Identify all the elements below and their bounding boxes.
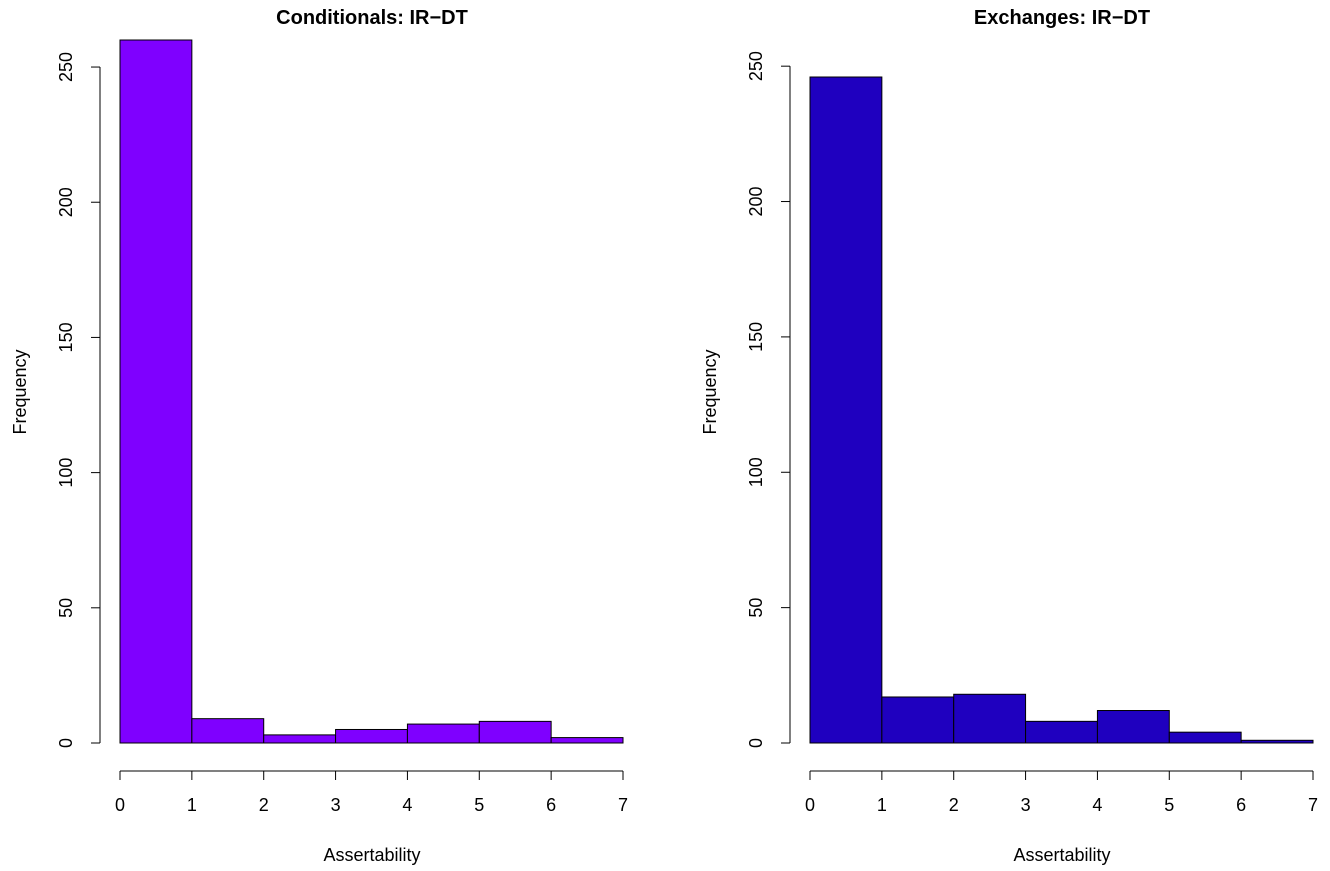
y-axis: 0 50 100 150 200 250: [56, 52, 101, 748]
y-axis: 0 50 100 150 200 250: [746, 51, 791, 748]
histogram-bar: [1240, 739, 1314, 744]
x-axis-label: Assertability: [323, 845, 420, 865]
y-axis-label: Frequency: [10, 349, 30, 434]
panel-exchanges: Exchanges: IR−DT Assertability Frequency…: [700, 7, 1318, 865]
panel-conditionals: Conditionals: IR−DT Assertability Freque…: [10, 7, 628, 865]
x-tick-label: 7: [1308, 795, 1318, 815]
x-tick-label: 0: [115, 795, 125, 815]
chart-title: Exchanges: IR−DT: [974, 7, 1150, 29]
bars: [809, 76, 1314, 744]
y-tick-label: 50: [746, 598, 766, 618]
y-tick-label: 150: [746, 322, 766, 352]
x-tick-label: 6: [546, 795, 556, 815]
y-tick-label: 200: [56, 187, 76, 217]
x-tick-label: 4: [402, 795, 412, 815]
x-axis-label: Assertability: [1013, 845, 1110, 865]
y-tick-label: 100: [746, 457, 766, 487]
histogram-bar: [478, 720, 552, 744]
histogram-bar: [1096, 710, 1170, 744]
y-tick-label: 100: [56, 458, 76, 488]
histogram-bar: [406, 723, 480, 744]
histogram-bar: [1025, 720, 1098, 744]
x-tick-label: 3: [1021, 795, 1031, 815]
y-tick-label: 150: [56, 322, 76, 352]
histogram-bar: [263, 734, 337, 744]
histogram-bar: [953, 693, 1027, 744]
x-tick-label: 5: [1164, 795, 1174, 815]
histogram-bar: [809, 76, 883, 744]
bars: [119, 39, 624, 744]
y-axis-label: Frequency: [700, 349, 720, 434]
x-axis: 0 1 2 3 4 5 6 7: [115, 770, 628, 815]
x-tick-label: 4: [1092, 795, 1102, 815]
histogram-bar: [1168, 731, 1242, 744]
x-tick-label: 7: [618, 795, 628, 815]
histogram-bar: [335, 728, 408, 744]
x-tick-label: 3: [331, 795, 341, 815]
x-tick-label: 2: [949, 795, 959, 815]
y-tick-label: 250: [56, 52, 76, 82]
y-tick-label: 50: [56, 598, 76, 618]
x-tick-label: 6: [1236, 795, 1246, 815]
histogram-bar: [191, 718, 265, 744]
y-tick-label: 0: [56, 738, 76, 748]
y-tick-label: 250: [746, 51, 766, 81]
x-tick-label: 1: [877, 795, 887, 815]
histogram-bar: [550, 737, 624, 744]
y-tick-label: 0: [746, 738, 766, 748]
y-tick-label: 200: [746, 187, 766, 217]
x-tick-label: 1: [187, 795, 197, 815]
x-tick-label: 2: [259, 795, 269, 815]
histogram-bar: [881, 696, 955, 744]
x-tick-label: 5: [474, 795, 484, 815]
x-tick-label: 0: [805, 795, 815, 815]
x-axis: 0 1 2 3 4 5 6 7: [805, 770, 1318, 815]
histogram-bar: [119, 39, 193, 744]
chart-title: Conditionals: IR−DT: [276, 7, 468, 29]
